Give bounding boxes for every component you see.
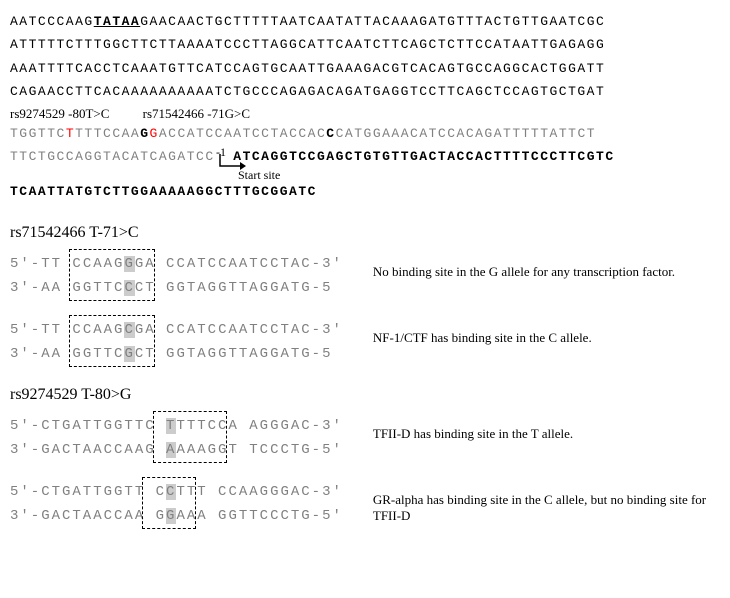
allele-sequence: 5'-TT CCAAGGGA CCATCCAATCCTAC-3' [10,252,343,276]
sequence-line-3: AAATTTTCACCTCAAATGTTCATCCAGTGCAATTGAAAGA… [10,57,720,80]
allele-group: 5'-TT CCAAGGGA CCATCCAATCCTAC-3'3'-AA GG… [10,252,720,300]
allele-sequence: 3'-GACTAACCAAG AAAAGGT TCCCTG-5' [10,438,343,462]
snp-labels: rs9274529 -80T>C rs71542466 -71G>C [10,106,720,122]
allele-sequence: 3'-GACTAACCAA GGAAA GGTTCCCTG-5' [10,504,343,528]
snp-label-2: rs71542466 -71G>C [143,106,250,122]
section-title-2: rs9274529 T-80>G [10,386,720,404]
sequence-line-4: CAGAACCTTCACAAAAAAAAAATCTGCCCAGAGACAGATG… [10,80,720,103]
allele-group: 5'-CTGATTGGTTC TTTTCCA AGGGAC-3'3'-GACTA… [10,414,720,462]
allele-sequence: 5'-TT CCAAGCGA CCATCCAATCCTAC-3' [10,318,343,342]
sequence-line-2: ATTTTTCTTTGGCTTCTTAAAATCCCTTAGGCATTCAATC… [10,33,720,56]
sequence-line-1: AATCCCAAGTATAAGAACAACTGCTTTTTAATCAATATTA… [10,10,720,33]
sequence-line-5: TGGTTCTTTTCCAAGGACCATCCAATCCTACCACCCATGG… [10,122,720,145]
allele-annotation: No binding site in the G allele for any … [373,252,720,300]
allele-annotation: TFII-D has binding site in the T allele. [373,414,720,462]
allele-group: 5'-TT CCAAGCGA CCATCCAATCCTAC-3'3'-AA GG… [10,318,720,366]
allele-sequence: 5'-CTGATTGGTT CCTTT CCAAGGGAC-3' [10,480,343,504]
allele-annotation: NF-1/CTF has binding site in the C allel… [373,318,720,366]
tataa-box: TATAA [94,14,141,29]
allele-group: 5'-CTGATTGGTT CCTTT CCAAGGGAC-3'3'-GACTA… [10,480,720,528]
sequence-line-6: TTCTGCCAGGTACATCAGATCC -1 ATCAGGTCCGAGCT… [10,145,720,168]
sequence-line-7: TCAATTATGTCTTGGAAAAAGGCTTTGCGGATC [10,180,720,203]
allele-sequence: 3'-AA GGTTCCCT GGTAGGTTAGGATG-5 [10,276,343,300]
allele-sequence: 3'-AA GGTTCGCT GGTAGGTTAGGATG-5 [10,342,343,366]
snp-label-1: rs9274529 -80T>C [10,106,109,122]
allele-sequence: 5'-CTGATTGGTTC TTTTCCA AGGGAC-3' [10,414,343,438]
start-site-label: Start site [238,165,280,187]
allele-annotation: GR-alpha has binding site in the C allel… [373,480,720,528]
section-title-1: rs71542466 T-71>C [10,224,720,242]
